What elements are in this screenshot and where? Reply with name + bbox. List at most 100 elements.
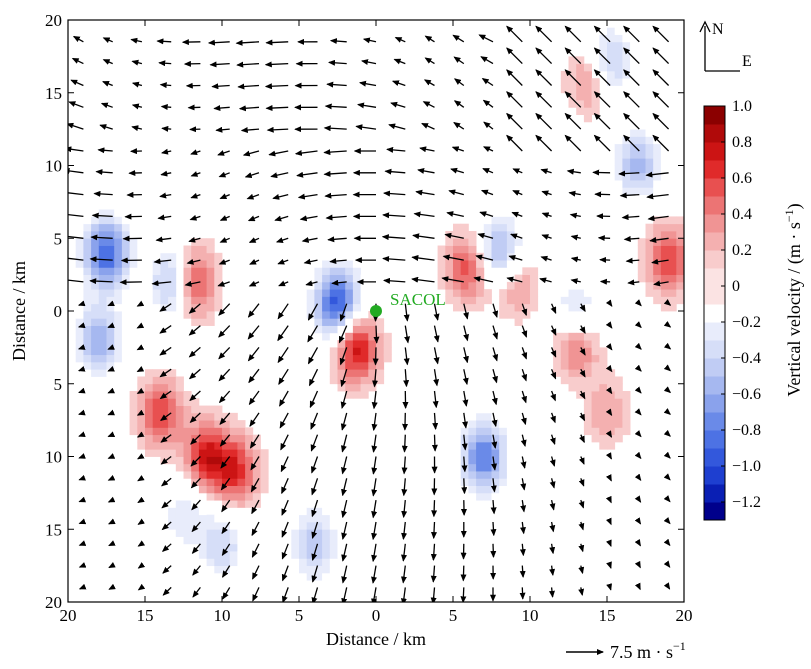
- velocity-cell: [175, 449, 184, 457]
- velocity-cell: [314, 318, 323, 326]
- colorbar-tick-label: −1.0: [732, 458, 761, 475]
- velocity-cell: [576, 56, 585, 65]
- velocity-cell: [237, 434, 246, 443]
- velocity-cell: [637, 260, 646, 268]
- velocity-cell: [75, 340, 84, 348]
- velocity-cell: [91, 289, 100, 297]
- velocity-cell: [630, 194, 639, 203]
- wind-arrow: [159, 325, 172, 334]
- velocity-cell: [183, 427, 192, 436]
- wind-arrow: [279, 390, 289, 407]
- velocity-cell: [175, 391, 184, 399]
- velocity-cell: [191, 551, 200, 559]
- wind-arrow: [430, 587, 437, 602]
- velocity-cell: [491, 463, 500, 472]
- velocity-cell: [322, 289, 331, 297]
- velocity-cell: [98, 376, 107, 385]
- velocity-cell: [352, 347, 361, 356]
- velocity-cell: [175, 383, 184, 392]
- velocity-cell: [198, 449, 207, 457]
- velocity-cell: [445, 289, 454, 297]
- wind-arrow: [541, 212, 552, 219]
- velocity-cell: [445, 281, 454, 290]
- wind-arrow: [159, 303, 172, 312]
- velocity-cell: [560, 274, 569, 283]
- velocity-cell: [591, 361, 600, 370]
- velocity-cell: [160, 245, 169, 254]
- velocity-cell: [468, 245, 477, 254]
- velocity-cell: [75, 267, 84, 276]
- wind-arrow: [623, 112, 640, 130]
- velocity-cell: [98, 238, 107, 246]
- velocity-cell: [368, 332, 377, 341]
- velocity-cell: [198, 405, 207, 414]
- velocity-cell: [168, 427, 177, 436]
- velocity-cell: [553, 296, 562, 305]
- velocity-cell: [191, 289, 200, 297]
- wind-arrow: [296, 171, 318, 178]
- velocity-cell: [591, 340, 600, 348]
- velocity-cell: [676, 260, 684, 268]
- velocity-cell: [98, 223, 107, 232]
- wind-arrow: [250, 477, 260, 493]
- velocity-cell: [352, 354, 361, 363]
- velocity-cell: [329, 565, 338, 574]
- wind-arrow: [242, 150, 260, 157]
- wind-arrow: [663, 429, 671, 437]
- velocity-cell: [630, 180, 639, 188]
- velocity-cell: [198, 260, 207, 268]
- velocity-cell: [191, 281, 200, 290]
- velocity-cell: [468, 420, 477, 428]
- wind-arrow: [251, 543, 260, 558]
- velocity-cell: [329, 289, 338, 297]
- velocity-cell: [337, 303, 346, 312]
- wind-arrow: [280, 434, 289, 451]
- velocity-cell: [383, 340, 392, 348]
- wind-arrow: [401, 434, 408, 453]
- velocity-cell: [91, 318, 100, 326]
- wind-arrow: [78, 431, 86, 438]
- velocity-cell: [583, 347, 592, 356]
- wind-arrow: [311, 543, 319, 561]
- velocity-cell: [214, 529, 223, 537]
- velocity-cell: [229, 521, 238, 530]
- wind-arrow: [78, 474, 86, 481]
- velocity-cell: [676, 289, 684, 297]
- wind-arrow: [473, 276, 494, 283]
- velocity-cell: [299, 500, 308, 508]
- velocity-cell: [676, 223, 684, 232]
- velocity-cell: [645, 150, 654, 159]
- velocity-cell: [152, 398, 161, 406]
- wind-arrow: [521, 347, 528, 360]
- velocity-cell: [306, 289, 315, 297]
- wind-arrow: [209, 61, 230, 68]
- velocity-cell: [299, 565, 308, 574]
- velocity-cell: [622, 412, 631, 421]
- wind-arrow: [136, 322, 145, 329]
- wind-arrow: [535, 112, 553, 130]
- colorbar-segment: [704, 376, 725, 395]
- velocity-cell: [376, 318, 385, 326]
- velocity-cell: [237, 536, 246, 545]
- colorbar-segment: [704, 394, 725, 413]
- velocity-cell: [622, 420, 631, 428]
- velocity-cell: [198, 478, 207, 486]
- wind-arrow: [433, 369, 440, 387]
- wind-arrow: [462, 369, 469, 386]
- velocity-cell: [306, 529, 315, 537]
- velocity-cell: [198, 281, 207, 290]
- velocity-cell: [560, 369, 569, 377]
- velocity-cell: [676, 281, 684, 290]
- velocity-cell: [483, 412, 492, 421]
- velocity-cell: [637, 143, 646, 152]
- wind-arrow: [341, 521, 348, 540]
- velocity-cell: [645, 136, 654, 145]
- reference-vector-label: 7.5 m · s−1: [610, 639, 686, 662]
- wind-arrow: [579, 325, 586, 334]
- reference-vector-legend: 7.5 m · s−1: [566, 639, 686, 662]
- colorbar-segment: [704, 160, 725, 179]
- velocity-cell: [491, 223, 500, 232]
- velocity-cell: [329, 536, 338, 545]
- wind-arrow: [311, 478, 319, 496]
- velocity-cell: [553, 361, 562, 370]
